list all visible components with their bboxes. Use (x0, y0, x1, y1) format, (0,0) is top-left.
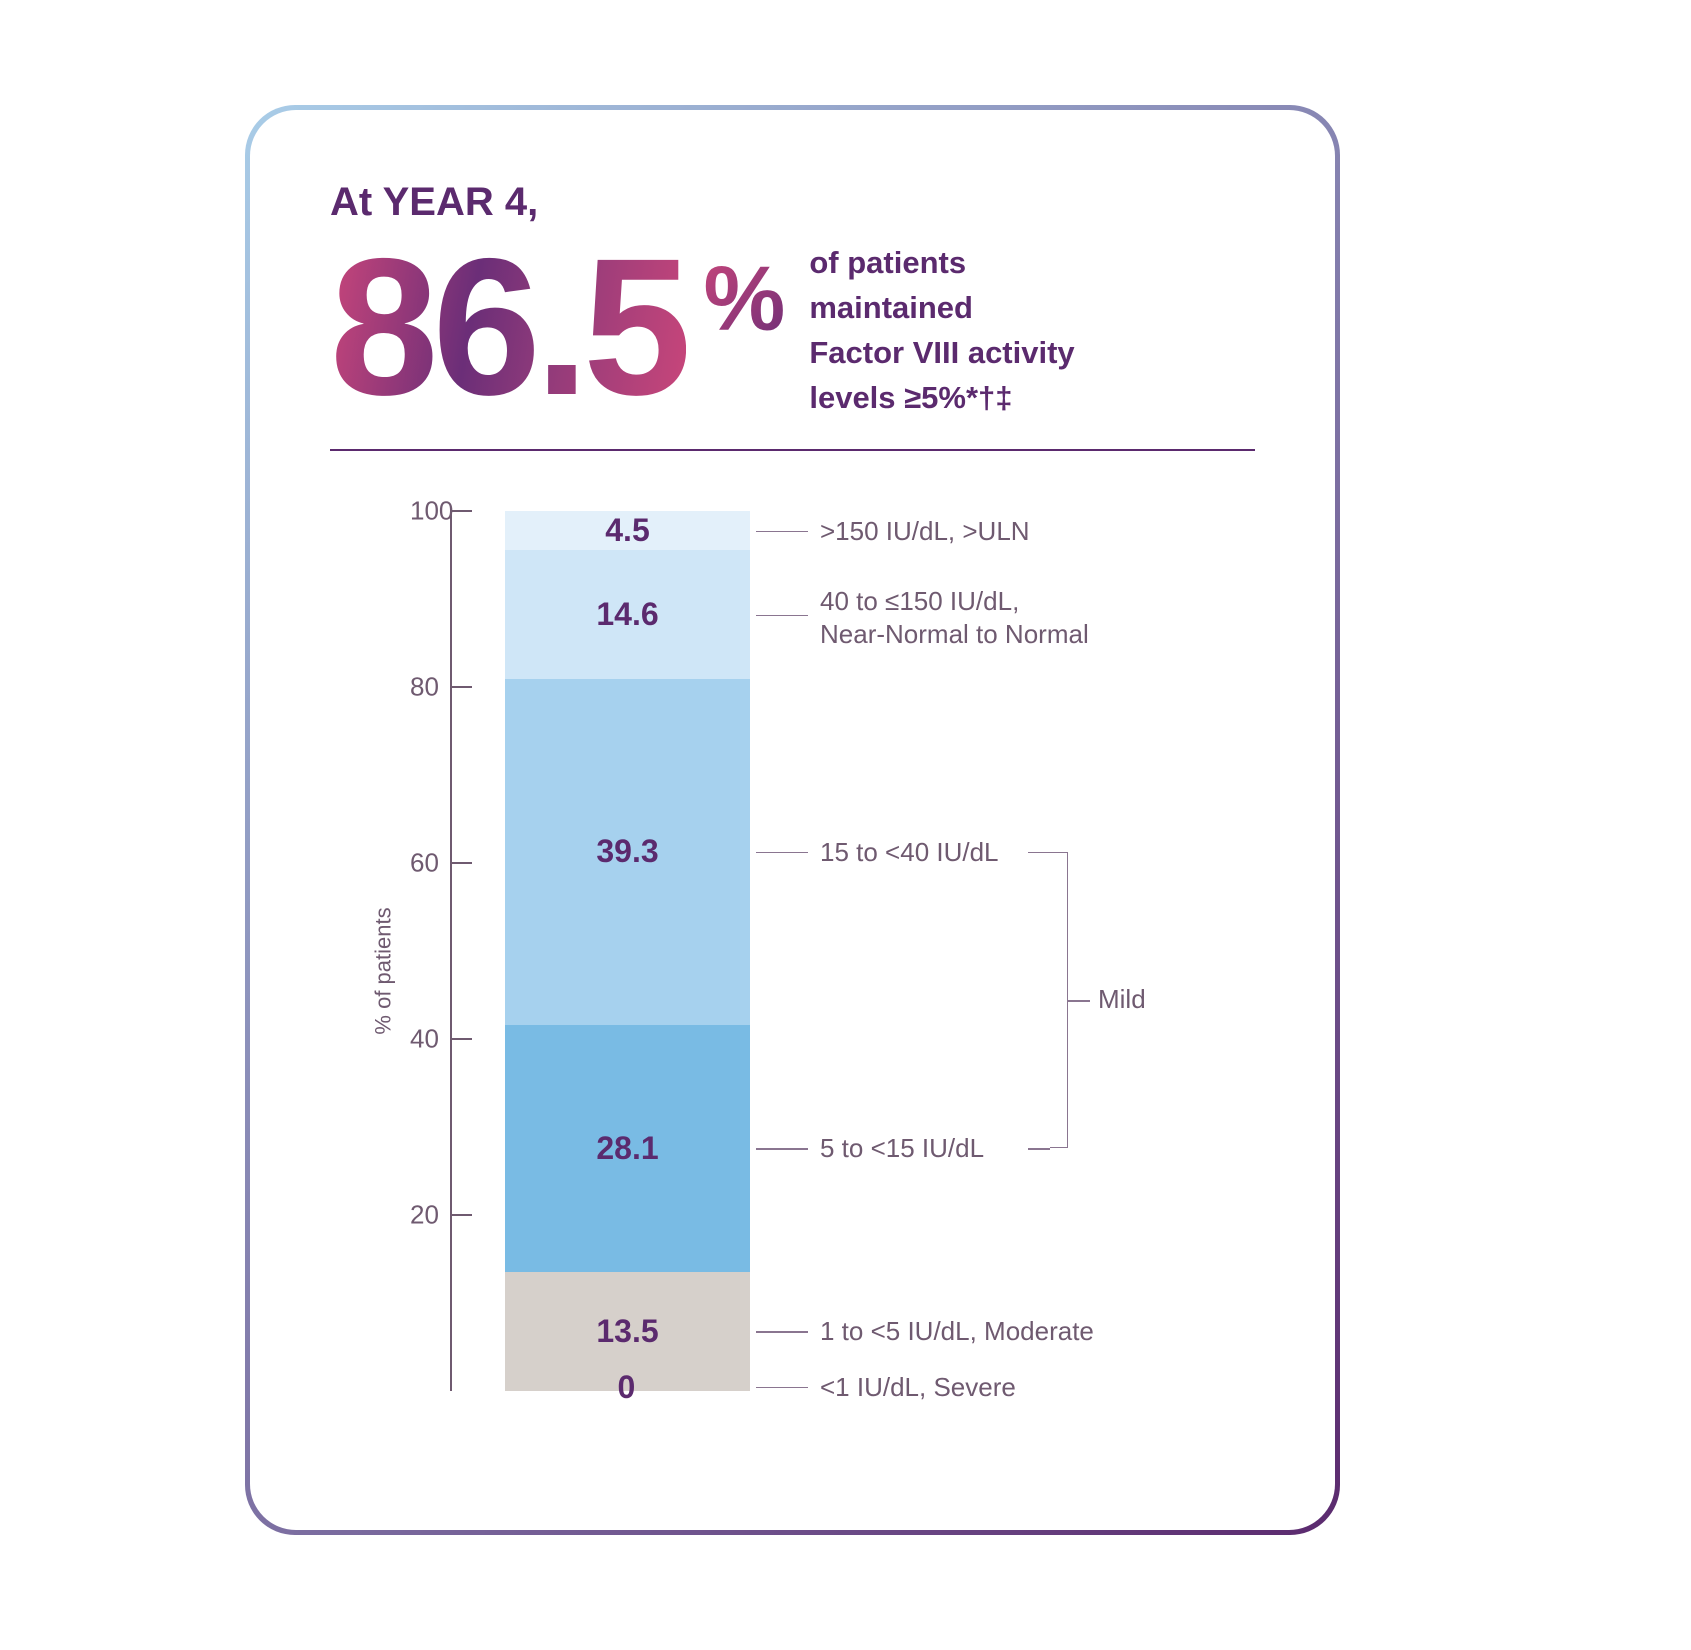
divider (330, 449, 1255, 451)
y-tick-label: 80 (410, 671, 439, 702)
hero-row: 86.5 % of patients maintained Factor VII… (330, 235, 1255, 421)
y-tick-mark (450, 862, 472, 864)
hero-value: 86.5 (330, 235, 686, 420)
stacked-bar: 4.5 14.6 39.3 28.1 13.5 (505, 511, 750, 1391)
segment-value: 4.5 (605, 512, 649, 549)
leader-line (756, 852, 808, 854)
segment-label: 40 to ≤150 IU/dL,Near-Normal to Normal (820, 585, 1089, 653)
card-frame: At YEAR 4, 86.5 % of patients maintained… (245, 105, 1340, 1535)
leader-line (756, 531, 808, 533)
bracket-tick (1068, 1000, 1090, 1002)
hero-desc-line: Factor VIII activity (809, 331, 1074, 376)
leader-line (756, 1331, 808, 1333)
segment-label: >150 IU/dL, >ULN (820, 515, 1030, 549)
y-tick-mark (450, 1038, 472, 1040)
stacked-bar-chart: % of patients 100806040204.514.639.328.1… (350, 511, 1255, 1431)
segment-label: 5 to <15 IU/dL (820, 1132, 984, 1166)
hero-percent-sign: % (704, 247, 786, 352)
y-tick-mark (450, 1214, 472, 1216)
mild-bracket (1050, 852, 1068, 1149)
leader-line (756, 1148, 808, 1150)
segment-value: 0 (618, 1369, 636, 1406)
y-tick-label: 100 (410, 495, 453, 526)
segment-label-line: Near-Normal to Normal (820, 618, 1089, 652)
y-tick-label: 60 (410, 847, 439, 878)
segment-label: 15 to <40 IU/dL (820, 836, 999, 870)
segment-label-line: 5 to <15 IU/dL (820, 1132, 984, 1166)
hero-desc-line: levels ≥5%*†‡ (809, 376, 1074, 421)
mild-label: Mild (1098, 984, 1146, 1015)
bracket-tick (1028, 852, 1050, 854)
y-tick-label: 40 (410, 1023, 439, 1054)
leader-line (756, 615, 808, 617)
segment-label-line: >150 IU/dL, >ULN (820, 515, 1030, 549)
segment-value: 39.3 (596, 833, 658, 870)
bar-segment: 28.1 (505, 1025, 750, 1272)
y-tick-label: 20 (410, 1199, 439, 1230)
segment-label-line: 15 to <40 IU/dL (820, 836, 999, 870)
segment-value: 14.6 (596, 596, 658, 633)
leader-line (756, 1387, 808, 1389)
hero-desc-line: maintained (809, 286, 1074, 331)
segment-label: <1 IU/dL, Severe (820, 1371, 1016, 1405)
y-axis-line (450, 511, 452, 1391)
bracket-tick (1028, 1148, 1050, 1150)
y-axis-label: % of patients (371, 907, 397, 1034)
y-tick-mark (450, 510, 472, 512)
bar-segment: 4.5 (505, 511, 750, 551)
y-tick-mark (450, 686, 472, 688)
segment-value: 28.1 (596, 1130, 658, 1167)
segment-label-line: 1 to <5 IU/dL, Moderate (820, 1315, 1094, 1349)
bar-segment: 39.3 (505, 679, 750, 1025)
segment-label-line: 40 to ≤150 IU/dL, (820, 585, 1089, 619)
hero-desc-line: of patients (809, 241, 1074, 286)
segment-label: 1 to <5 IU/dL, Moderate (820, 1315, 1094, 1349)
card: At YEAR 4, 86.5 % of patients maintained… (250, 110, 1335, 1530)
segment-label-line: <1 IU/dL, Severe (820, 1371, 1016, 1405)
segment-value: 13.5 (596, 1313, 658, 1350)
bar-segment: 14.6 (505, 550, 750, 678)
hero-description: of patients maintained Factor VIII activ… (809, 241, 1074, 421)
